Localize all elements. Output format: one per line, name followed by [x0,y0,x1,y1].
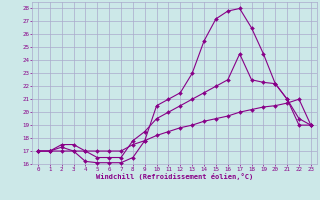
X-axis label: Windchill (Refroidissement éolien,°C): Windchill (Refroidissement éolien,°C) [96,173,253,180]
